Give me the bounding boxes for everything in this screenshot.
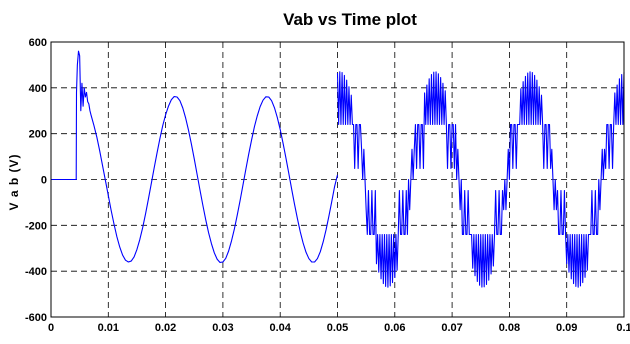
y-tick-label: -200: [25, 220, 47, 232]
x-tick-label: 0.03: [212, 322, 233, 334]
inverter-pwm-series: [336, 71, 625, 288]
y-tick-label: 600: [29, 37, 47, 49]
x-tick-label: 0.04: [269, 322, 291, 334]
y-tick-label: -600: [25, 312, 47, 324]
y-axis-label: V a b (V): [7, 153, 21, 210]
x-tick-label: 0.07: [441, 322, 462, 334]
series-line: [51, 50, 339, 264]
x-tick-label: 0.06: [384, 322, 405, 334]
plot-area-frame: [50, 41, 625, 318]
y-tick-labels: -600 -400 -200 0 200 400 600: [25, 37, 47, 324]
series-lines: [51, 50, 625, 288]
x-tick-label: 0.01: [98, 322, 119, 334]
x-tick-label: 0.08: [499, 322, 520, 334]
y-tick-label: 200: [29, 129, 47, 141]
grid-lines: [51, 42, 624, 317]
x-tick-labels: 0 0.01 0.02 0.03 0.04 0.05 0.06 0.07 0.08 0.09 0.1: [48, 322, 630, 334]
x-tick-label: 0: [48, 322, 54, 334]
x-tick-label: 0.02: [155, 322, 176, 334]
x-tick-label: 0.1: [616, 322, 630, 334]
y-tick-label: 400: [29, 83, 47, 95]
y-tick-label: -400: [25, 266, 47, 278]
chart-title: Vab vs Time plot: [283, 10, 417, 29]
x-tick-label: 0.09: [556, 322, 577, 334]
y-tick-label: 0: [41, 175, 47, 187]
x-tick-label: 0.05: [327, 322, 348, 334]
